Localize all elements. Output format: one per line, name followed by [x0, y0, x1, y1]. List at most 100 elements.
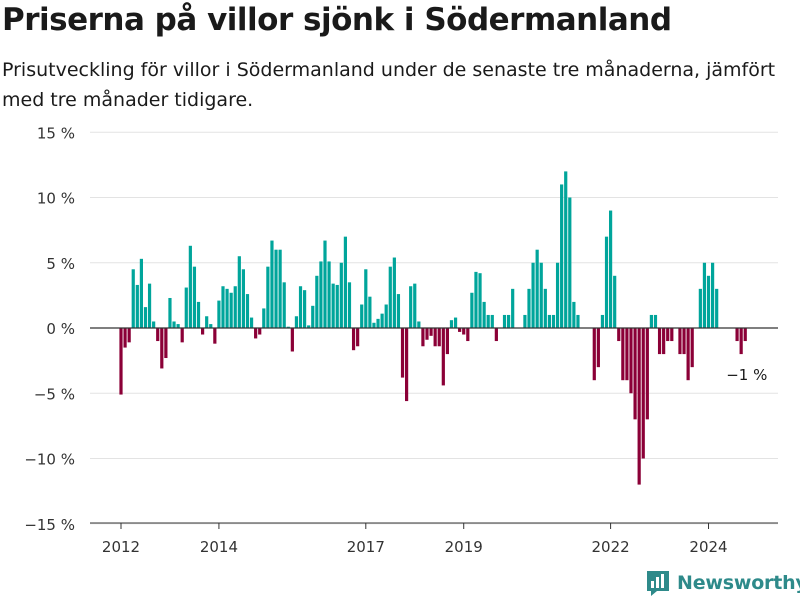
bar — [356, 328, 360, 347]
newsworthy-chart-icon — [647, 571, 669, 596]
x-tick-label: 2019 — [445, 538, 483, 556]
bar — [266, 266, 270, 328]
bar — [327, 261, 331, 328]
y-tick-label: −10 % — [24, 451, 75, 469]
bar — [462, 328, 466, 335]
bar — [613, 275, 617, 328]
y-tick-label: 15 % — [37, 124, 75, 142]
bar — [502, 314, 507, 328]
bar — [180, 328, 184, 343]
bar — [278, 249, 282, 328]
x-tick-label: 2014 — [200, 538, 238, 556]
bar — [576, 314, 580, 328]
bar — [343, 236, 347, 328]
bar — [221, 286, 225, 328]
bar — [368, 296, 372, 328]
bar — [466, 328, 470, 342]
bar — [551, 314, 556, 328]
logo-text: Newsworthy — [677, 572, 800, 594]
bar — [621, 328, 625, 381]
bar — [600, 314, 605, 328]
bar — [351, 328, 356, 351]
bar — [698, 288, 702, 328]
bar — [131, 269, 135, 328]
bar — [653, 314, 658, 328]
bar — [649, 314, 653, 328]
bar — [209, 324, 213, 328]
bar — [188, 245, 192, 328]
bar — [229, 292, 233, 328]
bar — [637, 328, 641, 485]
bar — [657, 328, 662, 355]
bar — [241, 269, 245, 328]
bar — [572, 301, 576, 328]
bar — [323, 240, 327, 328]
bar — [192, 266, 197, 328]
bar — [629, 328, 633, 394]
bar — [339, 262, 343, 328]
bar — [437, 328, 441, 347]
bar — [535, 249, 539, 328]
bar — [384, 304, 388, 328]
bar — [376, 318, 380, 328]
bar — [604, 236, 609, 328]
bar — [156, 328, 160, 342]
x-tick-label: 2017 — [347, 538, 385, 556]
bar — [490, 314, 494, 328]
bar — [225, 288, 229, 328]
bar — [596, 328, 600, 368]
x-tick-label: 2024 — [689, 538, 727, 556]
bar — [702, 262, 707, 328]
bar — [303, 290, 307, 328]
bar — [421, 328, 425, 347]
bar — [474, 271, 478, 328]
bar — [172, 321, 176, 328]
bar — [686, 328, 690, 381]
bar — [160, 328, 164, 369]
bar — [617, 328, 621, 342]
bar — [249, 317, 254, 328]
y-tick-label: 5 % — [46, 255, 75, 273]
bar — [743, 328, 747, 342]
bar — [670, 328, 674, 342]
bar — [152, 321, 156, 328]
bar — [282, 282, 286, 328]
bar — [433, 328, 437, 347]
bar — [449, 320, 454, 328]
bar — [213, 328, 217, 344]
bar — [270, 240, 274, 328]
bar — [592, 328, 596, 381]
bar — [315, 275, 319, 328]
bar — [286, 326, 290, 328]
bar — [400, 328, 405, 378]
bar — [254, 328, 258, 339]
bar — [196, 301, 201, 328]
bar — [380, 313, 384, 328]
bar — [413, 283, 417, 328]
bar — [711, 262, 715, 328]
bar — [531, 262, 535, 328]
bar — [217, 300, 221, 328]
bar — [274, 249, 278, 328]
bar — [123, 328, 127, 348]
gridlines — [90, 131, 778, 525]
bar — [184, 287, 188, 328]
bar — [201, 328, 205, 335]
bar — [298, 286, 303, 328]
bar — [453, 317, 458, 328]
annotations: −1 % — [726, 366, 767, 384]
bar — [176, 324, 180, 328]
bar — [478, 273, 482, 328]
bar — [168, 297, 172, 328]
y-tick-label: 10 % — [37, 190, 75, 208]
bar — [486, 314, 490, 328]
bar — [441, 328, 445, 386]
bar — [560, 184, 564, 328]
bar — [739, 328, 743, 355]
bar — [335, 284, 339, 328]
bar — [360, 304, 364, 328]
bar — [527, 288, 531, 328]
bar — [237, 256, 241, 328]
bar — [555, 262, 560, 328]
